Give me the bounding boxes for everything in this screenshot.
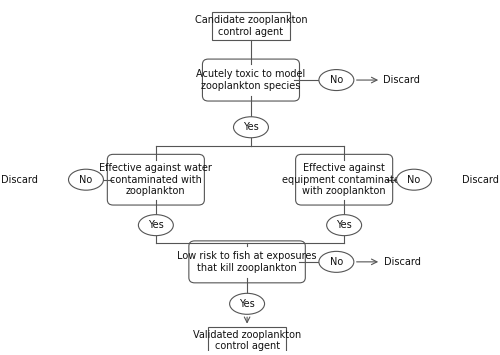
FancyBboxPatch shape <box>208 327 286 355</box>
Ellipse shape <box>319 70 354 91</box>
Text: No: No <box>80 175 92 185</box>
Text: Discard: Discard <box>384 257 421 267</box>
FancyBboxPatch shape <box>189 241 306 283</box>
Text: Effective against water
contaminated with
zooplankton: Effective against water contaminated wit… <box>100 163 212 196</box>
Text: Acutely toxic to model
zooplankton species: Acutely toxic to model zooplankton speci… <box>196 69 306 91</box>
Text: Yes: Yes <box>336 220 352 230</box>
Text: Discard: Discard <box>383 75 420 85</box>
Text: Low risk to fish at exposures
that kill zooplankton: Low risk to fish at exposures that kill … <box>178 251 317 273</box>
FancyBboxPatch shape <box>296 154 392 205</box>
Text: Candidate zooplankton
control agent: Candidate zooplankton control agent <box>194 15 308 37</box>
Ellipse shape <box>396 169 432 190</box>
Ellipse shape <box>230 293 264 314</box>
Ellipse shape <box>319 251 354 272</box>
Text: Yes: Yes <box>148 220 164 230</box>
Text: Effective against
equipment contaminated
with zooplankton: Effective against equipment contaminated… <box>282 163 406 196</box>
Ellipse shape <box>326 215 362 236</box>
FancyBboxPatch shape <box>202 59 300 101</box>
Text: Yes: Yes <box>243 122 259 132</box>
Ellipse shape <box>234 117 268 138</box>
FancyBboxPatch shape <box>108 154 204 205</box>
FancyBboxPatch shape <box>212 12 290 40</box>
Text: No: No <box>330 257 343 267</box>
Ellipse shape <box>68 169 104 190</box>
Text: Discard: Discard <box>462 175 498 185</box>
Text: No: No <box>408 175 420 185</box>
Text: Discard: Discard <box>2 175 38 185</box>
Text: Yes: Yes <box>239 299 255 309</box>
Text: No: No <box>330 75 343 85</box>
Ellipse shape <box>138 215 173 236</box>
Text: Validated zooplankton
control agent: Validated zooplankton control agent <box>193 330 301 351</box>
